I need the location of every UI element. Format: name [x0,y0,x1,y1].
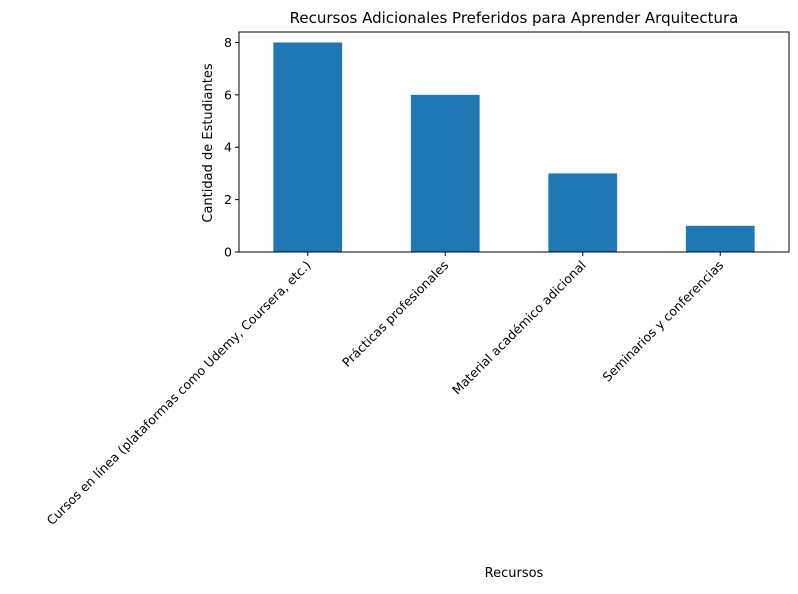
plot-frame [238,31,790,253]
bars-layer [273,42,755,252]
x-tick-label: Cursos en línea (plataformas como Udemy,… [44,258,314,528]
y-tick-label: 6 [224,87,232,102]
x-tick-label: Prácticas profesionales [339,258,451,370]
x-tick-label: Seminarios y conferencias [599,258,726,385]
y-axis-label: Cantidad de Estudiantes [201,63,216,222]
x-axis-label: Recursos [485,566,544,581]
y-tick-label: 4 [224,140,232,155]
y-tick-label: 8 [224,35,232,50]
x-tick-label: Material académico adicional [449,258,589,398]
y-axis-ticks: 0 2 4 6 8 [224,35,239,260]
y-tick-label: 2 [224,192,232,207]
bar [410,94,480,252]
bar [548,173,618,252]
x-axis-ticks: Cursos en línea (plataformas como Udemy,… [44,252,726,528]
chart-title: Recursos Adicionales Preferidos para Apr… [290,9,739,27]
bar [273,42,343,252]
bar [685,225,755,252]
y-tick-label: 0 [224,245,232,260]
